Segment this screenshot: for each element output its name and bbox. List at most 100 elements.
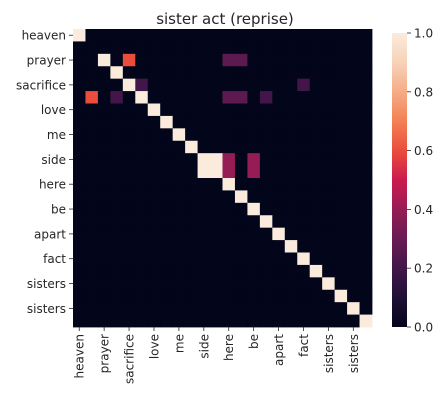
heatmap-cell — [172, 314, 186, 328]
heatmap-cell — [247, 277, 261, 291]
heatmap-cell — [185, 115, 198, 129]
heatmap-cell — [247, 53, 261, 67]
heatmap-cell — [334, 302, 348, 315]
heatmap-cell — [259, 128, 273, 142]
heatmap-cell — [347, 91, 360, 104]
heatmap-cell — [234, 41, 248, 55]
heatmap-cell — [160, 302, 174, 315]
heatmap-cell — [135, 78, 149, 92]
heatmap-cell — [147, 41, 161, 55]
heatmap-cell — [185, 314, 198, 328]
heatmap-cell — [222, 103, 236, 117]
heatmap-cell — [110, 66, 124, 80]
heatmap-cell — [85, 78, 99, 92]
heatmap-cell — [210, 264, 223, 278]
heatmap-cell — [185, 140, 198, 154]
heatmap-cell — [73, 91, 86, 104]
heatmap-cell — [97, 314, 111, 328]
heatmap-cell — [135, 202, 149, 216]
heatmap-cell — [197, 264, 211, 278]
heatmap-cell — [259, 227, 273, 241]
heatmap-cell — [272, 29, 286, 42]
heatmap-cell — [97, 240, 111, 253]
heatmap-cell — [359, 240, 373, 253]
heatmap-cell — [172, 227, 186, 241]
heatmap-cell — [322, 29, 336, 42]
heatmap-cell — [110, 178, 124, 191]
heatmap-cell — [85, 227, 99, 241]
heatmap-cell — [110, 277, 124, 291]
heatmap-cell — [147, 115, 161, 129]
heatmap-cell — [284, 190, 298, 204]
heatmap-cell — [172, 178, 186, 191]
heatmap-cell — [73, 240, 86, 253]
heatmap-cell — [322, 202, 336, 216]
heatmap-cell — [259, 178, 273, 191]
heatmap-cell — [210, 202, 223, 216]
heatmap-cell — [359, 289, 373, 303]
heatmap-cell — [122, 41, 136, 55]
heatmap-cell — [359, 115, 373, 129]
heatmap-cell — [297, 302, 311, 315]
heatmap-cell — [259, 66, 273, 80]
heatmap-cell — [97, 29, 111, 42]
heatmap-cell — [297, 240, 311, 253]
heatmap-cell — [297, 153, 311, 166]
heatmap-cell — [222, 128, 236, 142]
colorbar-tick-label: 0.0 — [414, 321, 433, 335]
heatmap-cell — [122, 165, 136, 179]
y-tick-label: side — [41, 153, 66, 167]
heatmap-cell — [309, 202, 323, 216]
heatmap-cell — [334, 215, 348, 229]
y-tick-label: be — [51, 203, 66, 217]
heatmap-cell — [297, 115, 311, 129]
heatmap-cell — [197, 289, 211, 303]
heatmap-cell — [234, 53, 248, 67]
y-tick-label: here — [39, 178, 66, 192]
heatmap-cell — [185, 66, 198, 80]
heatmap-cell — [347, 41, 360, 55]
heatmap-cell — [135, 41, 149, 55]
heatmap-cell — [334, 314, 348, 328]
heatmap-cell — [272, 289, 286, 303]
heatmap-cell — [222, 140, 236, 154]
heatmap-cell — [172, 29, 186, 42]
heatmap-cell — [185, 128, 198, 142]
colorbar-tick-label: 0.8 — [414, 85, 433, 99]
heatmap-cell — [160, 140, 174, 154]
heatmap-cell — [347, 178, 360, 191]
heatmap-cell — [210, 53, 223, 67]
heatmap-cell — [359, 178, 373, 191]
heatmap-cell — [172, 190, 186, 204]
heatmap-cell — [272, 302, 286, 315]
heatmap-cell — [97, 202, 111, 216]
heatmap-cell — [172, 202, 186, 216]
heatmap-cell — [297, 264, 311, 278]
heatmap-cell — [247, 240, 261, 253]
heatmap-cell — [334, 53, 348, 67]
heatmap-cell — [147, 289, 161, 303]
y-tick-label: me — [47, 128, 66, 142]
heatmap-cell — [259, 202, 273, 216]
heatmap-cell — [309, 128, 323, 142]
x-tick-label: here — [222, 334, 236, 361]
heatmap-cell — [272, 240, 286, 253]
heatmap-cell — [97, 289, 111, 303]
heatmap-cell — [297, 41, 311, 55]
heatmap-cell — [160, 53, 174, 67]
y-tick-label: prayer — [27, 54, 66, 68]
heatmap-cells — [73, 29, 373, 328]
heatmap-cell — [160, 277, 174, 291]
heatmap-cell — [85, 277, 99, 291]
heatmap-cell — [185, 78, 198, 92]
heatmap-cell — [284, 140, 298, 154]
heatmap-cell — [309, 91, 323, 104]
heatmap-cell — [284, 302, 298, 315]
heatmap-cell — [259, 78, 273, 92]
heatmap-cell — [347, 128, 360, 142]
heatmap-cell — [147, 165, 161, 179]
heatmap-cell — [222, 252, 236, 266]
heatmap-cell — [97, 115, 111, 129]
heatmap-cell — [73, 29, 86, 42]
heatmap-cell — [297, 289, 311, 303]
